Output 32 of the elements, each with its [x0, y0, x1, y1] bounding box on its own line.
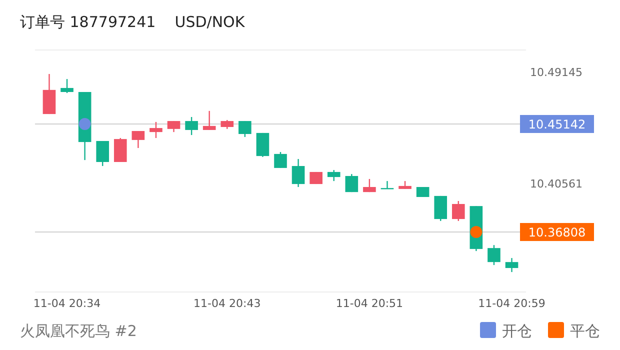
candlestick [256, 132, 270, 158]
candlestick [488, 244, 500, 266]
x-tick-label: 11-04 20:34 [33, 297, 101, 310]
candlestick [434, 195, 448, 222]
candlestick [114, 137, 127, 163]
x-tick-label: 11-04 20:43 [194, 297, 261, 310]
candlestick [150, 121, 162, 139]
candlestick [292, 158, 305, 188]
text: 火凤凰不死鸟 #2 [20, 322, 137, 340]
y-tick-label: 10.49145 [530, 66, 582, 80]
candlestick [238, 120, 252, 138]
candlestick [363, 178, 376, 193]
candlestick [452, 200, 465, 222]
candlestick [185, 116, 198, 136]
ref-line-label: 10.36808 [528, 226, 586, 240]
candlestick [327, 169, 340, 182]
candlestick [505, 257, 518, 273]
ref-line-label: 10.45142 [528, 117, 586, 132]
x-tick-label: 11-04 20:59 [478, 297, 546, 310]
candlestick [416, 187, 430, 197]
candlestick [132, 130, 145, 149]
candlestick [202, 110, 216, 131]
candlestick [345, 173, 358, 193]
y-tick-label: 10.40561 [530, 177, 582, 190]
candlestick [167, 120, 180, 133]
legend-label: 开仓 [502, 322, 532, 340]
chart-title: 订单号 187797241 USD/NOK [20, 13, 246, 31]
x-tick-label: 11-04 20:51 [336, 297, 404, 310]
candlestick [60, 78, 74, 94]
candlestick [274, 151, 287, 169]
candlestick [96, 140, 110, 167]
legend-label: 平仓 [570, 322, 600, 340]
